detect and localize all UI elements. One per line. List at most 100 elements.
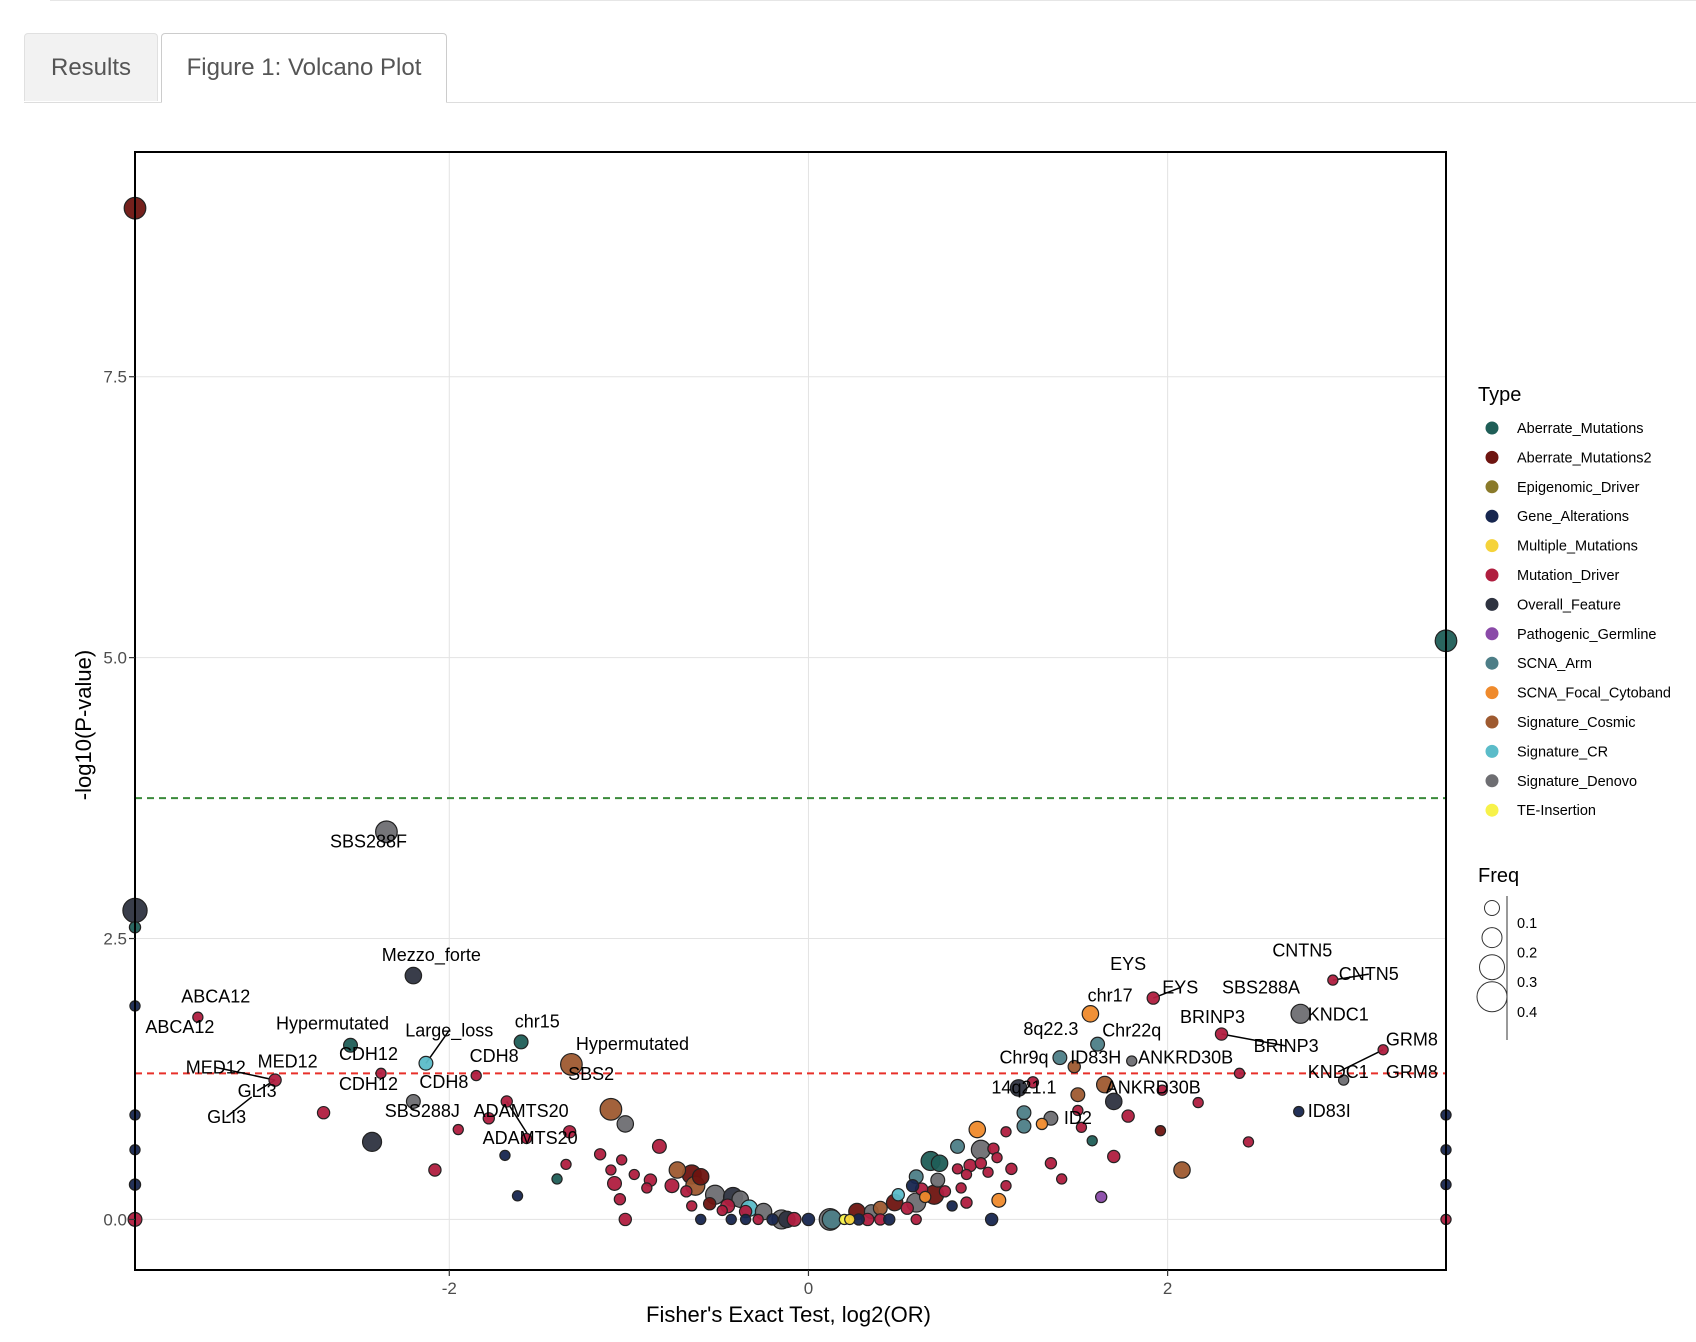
- y-tick-label: 0.0: [103, 1210, 127, 1229]
- point-label: KNDC1: [1308, 1005, 1369, 1025]
- point-label: 14q21.1: [991, 1078, 1056, 1098]
- legend-type-label: Pathogenic_Germline: [1517, 627, 1656, 643]
- point-label: SBS288F: [330, 832, 407, 852]
- label-connector: [1221, 1033, 1287, 1047]
- data-point: [930, 1172, 946, 1188]
- data-point: [891, 1187, 905, 1202]
- point-label: GLI3: [207, 1107, 246, 1127]
- legend-type-title: Type: [1478, 384, 1521, 406]
- x-tick-label: -2: [442, 1279, 457, 1298]
- point-label: CDH12: [339, 1074, 398, 1094]
- data-point: [418, 1055, 434, 1071]
- data-point: [316, 1105, 331, 1120]
- x-axis-label: Fisher's Exact Test, log2(OR): [646, 1302, 931, 1327]
- data-point: [593, 1148, 607, 1161]
- y-tick-label: 2.5: [103, 930, 127, 949]
- data-point: [691, 1167, 710, 1186]
- data-point: [375, 1067, 387, 1080]
- data-point: [695, 1213, 707, 1226]
- point-label: Chr9q: [999, 1047, 1048, 1067]
- data-point: [268, 1073, 282, 1087]
- tab-volcano-plot[interactable]: Figure 1: Volcano Plot: [161, 33, 447, 103]
- data-point: [1070, 1087, 1086, 1103]
- legend-type-label: Epigenomic_Driver: [1517, 480, 1640, 496]
- legend-freq-label: 0.3: [1517, 975, 1537, 991]
- data-point: [930, 1154, 949, 1173]
- data-point: [786, 1211, 802, 1227]
- data-point: [725, 1213, 737, 1226]
- point-label: GRM8: [1386, 1062, 1438, 1082]
- data-point: [618, 1212, 632, 1227]
- data-point: [680, 1185, 693, 1198]
- data-point: [1095, 1075, 1114, 1094]
- legend-type-label: Aberrate_Mutations2: [1517, 450, 1652, 466]
- data-point: [470, 1069, 482, 1082]
- top-divider: [50, 0, 1696, 1]
- point-label: ABCA12: [181, 987, 250, 1007]
- data-point: [960, 1196, 973, 1209]
- point-label: EYS: [1110, 954, 1146, 974]
- legend-type-key: [1484, 773, 1500, 789]
- data-point: [616, 1154, 628, 1166]
- label-connector: [215, 1066, 276, 1081]
- data-point: [1192, 1096, 1204, 1109]
- legend-type-label: Signature_Cosmic: [1517, 715, 1635, 731]
- point-label: ANKRD30B: [1138, 1047, 1233, 1067]
- data-point: [428, 1163, 442, 1177]
- legend-freq-title: Freq: [1478, 865, 1519, 887]
- point-label: ID2: [1064, 1108, 1092, 1128]
- data-point: [560, 1158, 572, 1171]
- point-label: chr15: [515, 1011, 560, 1031]
- data-point: [1126, 1055, 1138, 1067]
- tab-results[interactable]: Results: [24, 33, 158, 101]
- data-point: [1016, 1105, 1032, 1121]
- legend-type-label: Aberrate_Mutations: [1517, 421, 1644, 437]
- data-point: [1075, 1121, 1088, 1133]
- data-point: [984, 1212, 999, 1227]
- point-label: KNDC1: [1308, 1062, 1369, 1082]
- point-label: ID83H: [1070, 1047, 1121, 1067]
- legend-type-key: [1484, 479, 1500, 495]
- data-point: [511, 1190, 524, 1202]
- legend-freq-label: 0.4: [1517, 1005, 1537, 1021]
- data-point: [883, 1213, 896, 1226]
- data-point: [1086, 1135, 1098, 1147]
- legend-freq-label: 0.2: [1517, 946, 1537, 962]
- legend-type-key: [1484, 802, 1500, 818]
- data-point: [739, 1213, 752, 1226]
- data-point: [938, 1185, 952, 1198]
- data-point: [1173, 1161, 1191, 1179]
- data-point: [1290, 1003, 1311, 1024]
- data-point: [513, 1034, 529, 1050]
- data-point: [1293, 1105, 1305, 1118]
- data-point: [405, 1093, 421, 1109]
- data-point: [872, 1200, 888, 1216]
- point-label: BRINP3: [1254, 1036, 1319, 1056]
- data-point: [375, 820, 398, 844]
- data-point: [905, 1179, 920, 1193]
- point-label: SBS288A: [1222, 978, 1300, 998]
- point-label: SBS288J: [385, 1101, 460, 1121]
- legend-type-key: [1484, 449, 1500, 465]
- data-point: [974, 1157, 988, 1170]
- point-label: chr17: [1088, 985, 1133, 1005]
- legend-type-label: TE-Insertion: [1517, 803, 1596, 819]
- point-label: CDH8: [470, 1046, 519, 1066]
- legend-type-label: Signature_Denovo: [1517, 774, 1637, 790]
- point-label: GLI3: [238, 1081, 277, 1101]
- point-label: ANKRD30B: [1106, 1078, 1201, 1098]
- data-point: [946, 1200, 958, 1212]
- data-point: [1104, 1092, 1123, 1111]
- data-point: [982, 1166, 994, 1178]
- data-point: [1154, 1124, 1167, 1137]
- data-point: [951, 1163, 964, 1175]
- data-point: [1016, 1118, 1032, 1134]
- legend-type-label: SCNA_Focal_Cytoband: [1517, 686, 1671, 702]
- legend-type-key: [1484, 685, 1500, 701]
- x-tick-label: 2: [1163, 1279, 1172, 1298]
- data-point: [562, 1125, 577, 1139]
- data-point: [1044, 1157, 1058, 1170]
- data-point: [613, 1193, 627, 1206]
- label-connector: [1337, 1049, 1384, 1073]
- point-label: EYS: [1162, 978, 1198, 998]
